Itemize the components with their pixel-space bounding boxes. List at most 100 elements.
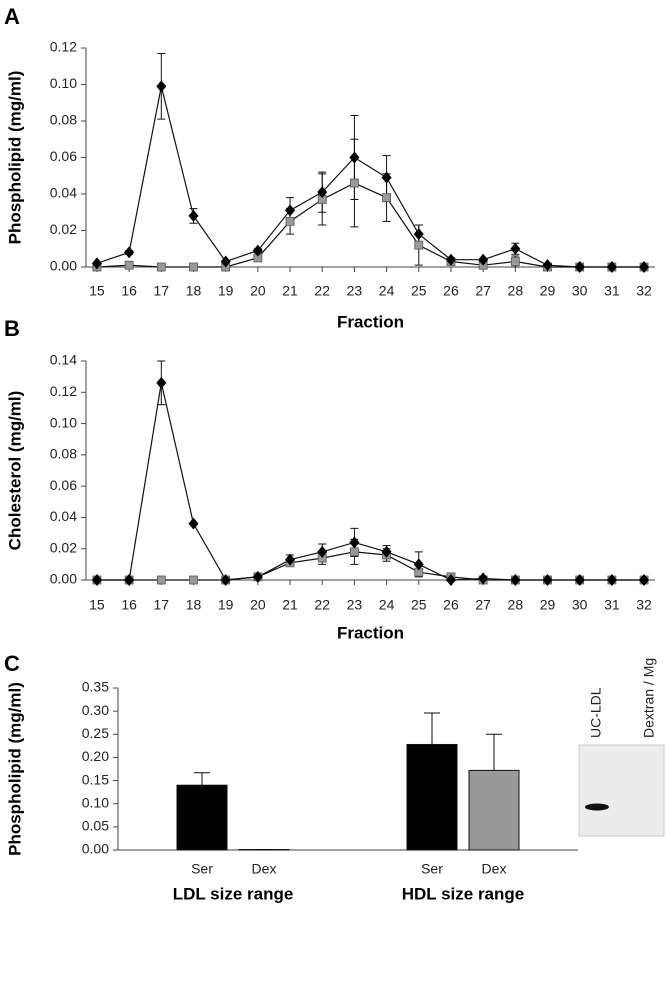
x-tick-label: 30 [572, 283, 588, 299]
x-tick-label: 20 [250, 283, 266, 299]
x-tick-label: 31 [604, 283, 620, 299]
bar [406, 743, 458, 851]
y-tick-label: 0.04 [50, 508, 77, 524]
x-tick-label: 26 [443, 597, 459, 613]
marker [639, 574, 650, 586]
series-line [96, 182, 645, 268]
x-tick-label: 16 [121, 283, 137, 299]
marker [350, 547, 359, 557]
marker [91, 574, 102, 586]
x-tick-label: 23 [347, 597, 363, 613]
marker [188, 209, 199, 222]
x-tick-label: 19 [218, 283, 234, 299]
x-tick-label: Dex [482, 861, 507, 877]
y-tick-label: 0.02 [50, 539, 77, 555]
series-line [96, 382, 645, 581]
panel-label: A [4, 4, 20, 29]
y-tick-label: 0.05 [82, 818, 109, 834]
y-axis-label: Cholesterol (mg/ml) [5, 391, 24, 551]
marker [349, 536, 360, 549]
marker [156, 575, 166, 585]
marker [156, 80, 167, 93]
marker [188, 517, 199, 530]
x-tick-label: 28 [508, 283, 524, 299]
y-tick-label: 0.25 [82, 725, 109, 741]
marker [606, 574, 617, 586]
x-tick-label: 25 [411, 283, 427, 299]
y-tick-label: 0.10 [50, 75, 77, 91]
y-tick-label: 0.00 [50, 258, 77, 274]
group-label: HDL size range [402, 884, 525, 903]
marker [317, 545, 328, 558]
x-tick-label: 20 [250, 597, 266, 613]
x-tick-label: Ser [421, 861, 443, 877]
x-tick-label: 28 [508, 597, 524, 613]
y-tick-label: 0.06 [50, 148, 77, 164]
x-axis-label: Fraction [337, 623, 404, 642]
marker [413, 228, 424, 241]
marker [285, 553, 296, 566]
marker [413, 558, 424, 571]
blot-lane-label: Dextran / Mg [641, 658, 657, 738]
marker [189, 575, 198, 585]
x-tick-label: 21 [282, 283, 298, 299]
x-tick-label: 23 [347, 283, 363, 299]
x-tick-label: 31 [604, 597, 620, 613]
x-tick-label: 16 [121, 597, 137, 613]
marker [91, 257, 102, 270]
y-tick-label: 0.30 [82, 702, 109, 718]
y-tick-label: 0.04 [50, 185, 77, 201]
y-tick-label: 0.14 [50, 352, 77, 368]
x-tick-label: 24 [379, 597, 395, 613]
marker [156, 262, 166, 272]
marker [639, 261, 650, 273]
panel-label: C [4, 651, 20, 676]
marker [445, 253, 456, 266]
x-tick-label: 26 [443, 283, 459, 299]
marker [542, 574, 553, 586]
marker [414, 240, 424, 250]
y-tick-label: 0.35 [82, 679, 109, 695]
x-tick-label: 29 [540, 597, 556, 613]
marker [220, 255, 231, 268]
y-tick-label: 0.10 [50, 414, 77, 430]
marker [382, 193, 391, 203]
y-tick-label: 0.02 [50, 221, 77, 237]
x-axis-label: Fraction [337, 312, 404, 331]
x-tick-label: 25 [411, 597, 427, 613]
x-tick-label: 18 [186, 597, 202, 613]
x-tick-label: 30 [572, 597, 588, 613]
marker [478, 572, 489, 585]
y-tick-label: 0.06 [50, 477, 77, 493]
y-tick-label: 0.12 [50, 383, 77, 399]
marker [252, 570, 263, 583]
blot-band [585, 803, 609, 811]
error-bar [194, 772, 210, 786]
marker [220, 574, 231, 586]
error-bar [424, 712, 440, 745]
marker [124, 574, 135, 586]
error-bar [486, 733, 502, 771]
marker [510, 257, 520, 266]
x-tick-label: 29 [540, 283, 556, 299]
y-tick-label: 0.00 [82, 841, 109, 857]
bar [468, 769, 520, 851]
x-tick-label: 15 [89, 597, 105, 613]
marker [349, 151, 360, 164]
x-tick-label: 18 [186, 283, 202, 299]
x-tick-label: 32 [636, 283, 652, 299]
bar [176, 784, 228, 851]
x-tick-label: 27 [475, 597, 491, 613]
x-tick-label: 24 [379, 283, 395, 299]
marker [124, 260, 134, 270]
x-tick-label: 17 [154, 597, 170, 613]
x-tick-label: 21 [282, 597, 298, 613]
marker [478, 253, 489, 266]
series-line [96, 86, 645, 268]
series-line [96, 551, 645, 581]
x-tick-label: 15 [89, 283, 105, 299]
y-tick-label: 0.20 [82, 748, 109, 764]
marker [317, 186, 328, 199]
marker [510, 574, 521, 586]
marker [285, 216, 295, 226]
